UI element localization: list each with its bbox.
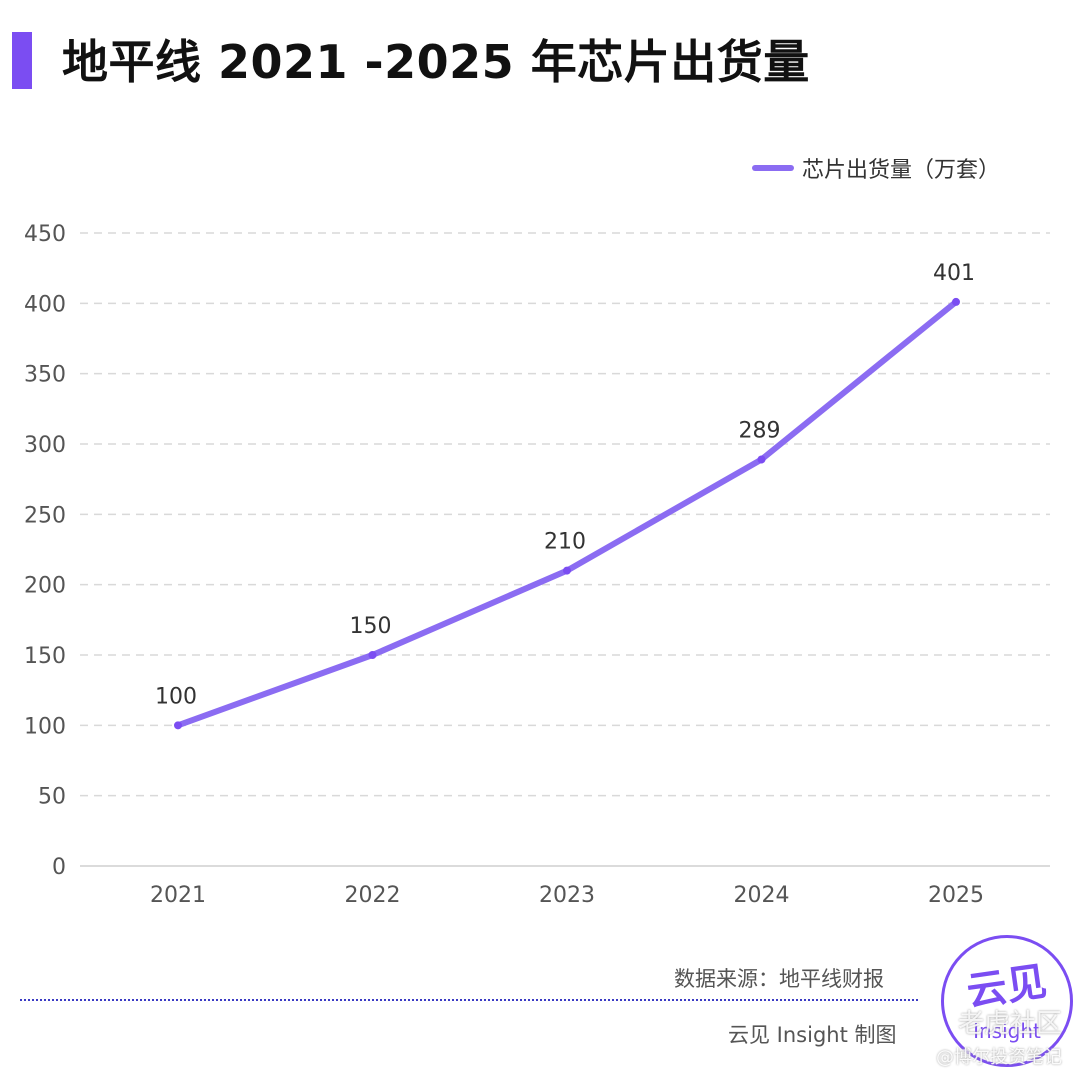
- chart-legend: 芯片出货量（万套）: [752, 152, 1000, 184]
- y-tick-label: 200: [24, 574, 66, 599]
- x-tick-label: 2023: [539, 883, 595, 908]
- watermark-text: 老虎社区: [957, 1009, 1062, 1039]
- x-tick-label: 2025: [928, 883, 984, 908]
- y-tick-label: 350: [24, 363, 66, 388]
- y-tick-label: 400: [24, 292, 66, 317]
- y-tick-label: 50: [38, 785, 66, 810]
- y-tick-label: 250: [24, 503, 66, 528]
- y-tick-label: 300: [24, 433, 66, 458]
- logo-cn-text: 云见: [964, 959, 1050, 1016]
- data-label: 401: [933, 261, 975, 286]
- x-tick-label: 2021: [150, 883, 206, 908]
- insight-logo: 云见 Insight: [941, 935, 1073, 1067]
- y-tick-label: 0: [52, 855, 66, 880]
- y-tick-label: 100: [24, 714, 66, 739]
- insight-logo-mark: 云见 Insight: [964, 959, 1050, 1043]
- footer-divider: [20, 999, 918, 1001]
- page-title: 地平线 2021 -2025 年芯片出货量: [62, 35, 810, 89]
- data-label: 210: [544, 530, 586, 555]
- data-label: 289: [739, 418, 781, 443]
- logo-en-text: Insight: [973, 1019, 1041, 1043]
- data-label: 150: [350, 614, 392, 639]
- data-source-note: 数据来源：地平线财报: [674, 967, 884, 991]
- watermark-subtext: @博尔投资笔记: [936, 1047, 1062, 1068]
- legend-line-swatch: [752, 165, 794, 171]
- data-point: [174, 721, 182, 730]
- data-point: [757, 455, 766, 464]
- data-label: 100: [155, 684, 197, 709]
- x-tick-label: 2024: [734, 883, 790, 908]
- legend-label: 芯片出货量（万套）: [802, 158, 1001, 183]
- title-accent-bar: [12, 32, 32, 89]
- data-point: [952, 297, 960, 306]
- y-tick-label: 450: [24, 222, 66, 247]
- y-tick-label: 150: [24, 644, 66, 669]
- chart-credit: 云见 Insight 制图: [728, 1023, 897, 1047]
- data-point: [563, 566, 571, 575]
- x-tick-label: 2022: [345, 883, 401, 908]
- data-point: [368, 651, 377, 659]
